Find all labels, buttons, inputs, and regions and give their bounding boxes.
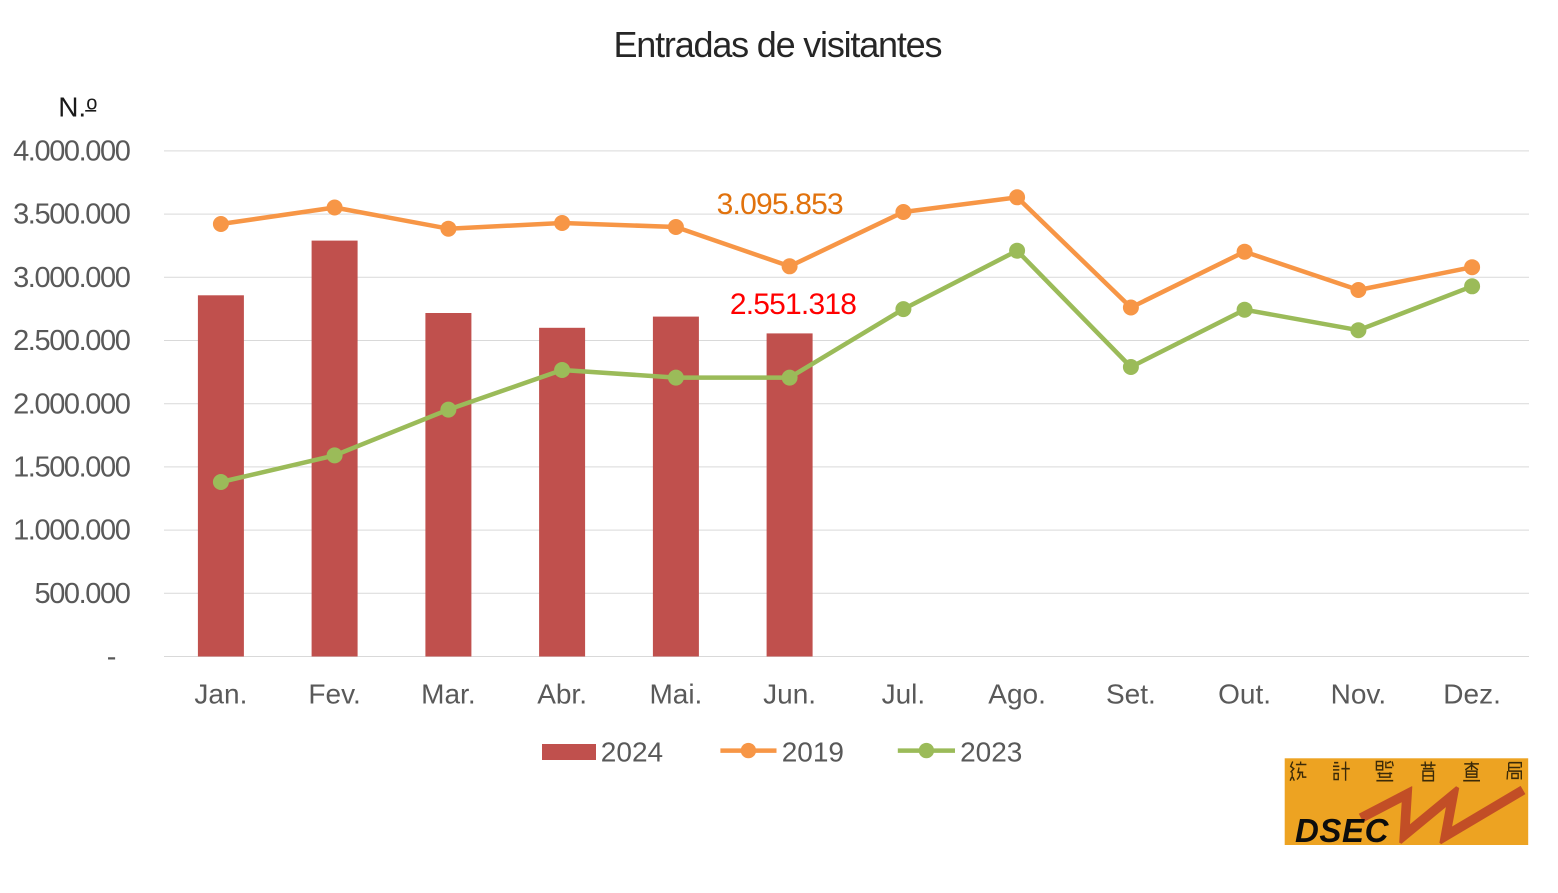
svg-text:DSEC: DSEC [1295, 812, 1390, 849]
svg-text:Ago.: Ago. [988, 679, 1046, 710]
svg-text:Mai.: Mai. [649, 679, 702, 710]
svg-text:Entradas de visitantes: Entradas de visitantes [613, 24, 941, 65]
svg-text:Jun.: Jun. [763, 679, 816, 710]
svg-text:Dez.: Dez. [1443, 679, 1501, 710]
svg-text:500.000: 500.000 [34, 578, 129, 610]
svg-text:2.551.318: 2.551.318 [730, 288, 856, 321]
svg-text:Set.: Set. [1106, 679, 1156, 710]
svg-text:Jan.: Jan. [194, 679, 247, 710]
svg-text:2024: 2024 [601, 737, 663, 768]
svg-text:3.500.000: 3.500.000 [13, 199, 130, 231]
svg-text:2019: 2019 [782, 737, 844, 768]
svg-text:1.500.000: 1.500.000 [13, 452, 130, 484]
svg-text:1.000.000: 1.000.000 [13, 515, 130, 547]
svg-text:Nov.: Nov. [1331, 679, 1387, 710]
svg-text:2.500.000: 2.500.000 [13, 325, 130, 357]
svg-text:Abr.: Abr. [537, 679, 587, 710]
svg-text:3.000.000: 3.000.000 [13, 262, 130, 294]
svg-text:Mar.: Mar. [421, 679, 475, 710]
svg-text:Fev.: Fev. [308, 679, 360, 710]
svg-text:Out.: Out. [1218, 679, 1271, 710]
svg-text:2023: 2023 [960, 737, 1022, 768]
svg-text:-: - [107, 641, 116, 673]
svg-text:3.095.853: 3.095.853 [717, 188, 843, 221]
svg-text:4.000.000: 4.000.000 [13, 136, 130, 168]
svg-text:Jul.: Jul. [882, 679, 926, 710]
svg-text:2.000.000: 2.000.000 [13, 388, 130, 420]
